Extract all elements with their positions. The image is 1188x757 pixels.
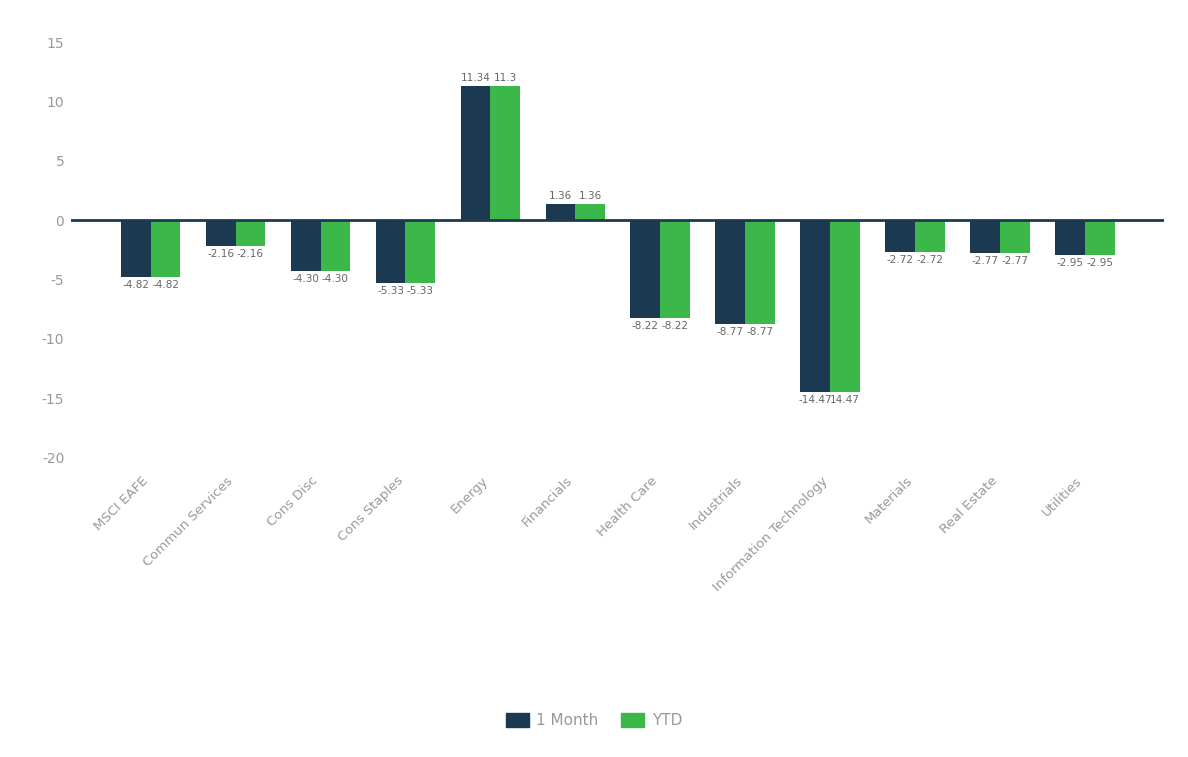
Bar [1000, 220, 1030, 253]
Text: -2.72: -2.72 [916, 255, 943, 266]
Bar [801, 220, 830, 392]
Text: -8.22: -8.22 [662, 321, 689, 331]
Text: -2.72: -2.72 [886, 255, 914, 266]
Text: -2.16: -2.16 [207, 249, 234, 259]
Text: -8.77: -8.77 [716, 327, 744, 337]
Text: -8.22: -8.22 [632, 321, 659, 331]
Bar [575, 204, 605, 220]
Bar [121, 220, 151, 277]
Text: -2.77: -2.77 [1001, 256, 1029, 266]
Text: -5.33: -5.33 [377, 286, 404, 296]
Bar [375, 220, 405, 283]
Bar [885, 220, 915, 252]
Text: 1.36: 1.36 [549, 191, 573, 201]
Bar [631, 220, 661, 318]
Text: 11.3: 11.3 [493, 73, 517, 83]
Bar [830, 220, 860, 392]
Bar [915, 220, 944, 252]
Bar [206, 220, 235, 246]
Bar [661, 220, 690, 318]
Text: -2.95: -2.95 [1056, 258, 1083, 268]
Bar [1085, 220, 1114, 255]
Text: -4.82: -4.82 [152, 280, 179, 290]
Text: -4.30: -4.30 [292, 274, 320, 284]
Bar [461, 86, 491, 220]
Bar [291, 220, 321, 271]
Legend: 1 Month, YTD: 1 Month, YTD [500, 707, 688, 734]
Bar [715, 220, 745, 324]
Text: -2.95: -2.95 [1086, 258, 1113, 268]
Text: -14.47: -14.47 [798, 395, 832, 405]
Bar [405, 220, 435, 283]
Text: -5.33: -5.33 [406, 286, 434, 296]
Text: -4.82: -4.82 [122, 280, 150, 290]
Text: 14.47: 14.47 [830, 395, 860, 405]
Text: 1.36: 1.36 [579, 191, 602, 201]
Bar [491, 86, 520, 220]
Bar [545, 204, 575, 220]
Bar [971, 220, 1000, 253]
Bar [745, 220, 775, 324]
Bar [321, 220, 350, 271]
Text: -2.77: -2.77 [972, 256, 999, 266]
Text: 11.34: 11.34 [461, 73, 491, 83]
Bar [151, 220, 181, 277]
Bar [1055, 220, 1085, 255]
Text: -8.77: -8.77 [746, 327, 773, 337]
Text: -4.30: -4.30 [322, 274, 349, 284]
Text: -2.16: -2.16 [236, 249, 264, 259]
Bar [235, 220, 265, 246]
